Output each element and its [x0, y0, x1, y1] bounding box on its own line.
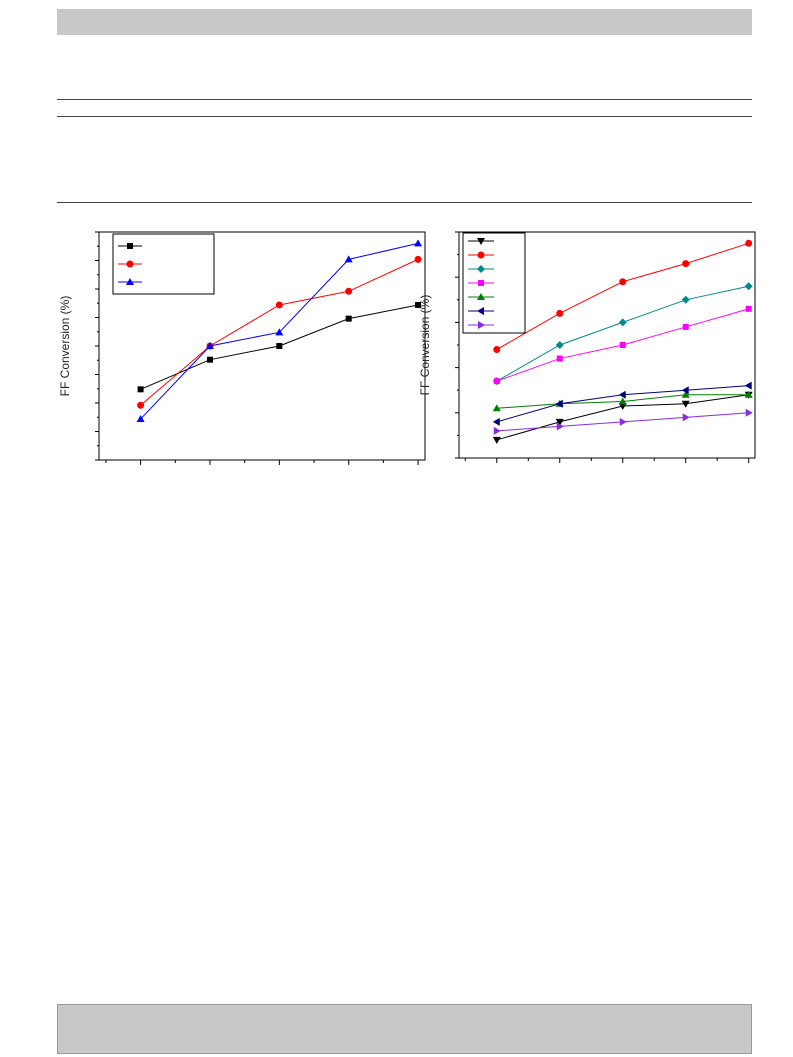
- series-3-line: [496, 285, 749, 382]
- legend-marker-2: [477, 251, 485, 259]
- series-1-point: [681, 400, 690, 408]
- series-1-point: [276, 343, 283, 349]
- series-5-point: [618, 397, 627, 405]
- footer-bar: [57, 1004, 752, 1054]
- divider-top: [57, 99, 752, 100]
- divider-lower: [57, 202, 752, 203]
- series-2-point: [275, 301, 283, 309]
- header-bar: [57, 9, 752, 35]
- legend-marker-3: [477, 265, 485, 273]
- series-2-point: [493, 346, 501, 354]
- series-1-point: [555, 418, 564, 426]
- legend-marker-2: [126, 260, 134, 268]
- series-4-point: [556, 355, 563, 362]
- series-3-point: [136, 414, 145, 422]
- legend-marker-6: [477, 307, 484, 315]
- series-1-point: [345, 315, 352, 322]
- chart-right: FF Conversion (%): [418, 231, 756, 463]
- legend-marker-1: [127, 243, 133, 249]
- series-6-point: [492, 417, 500, 426]
- series-6-point: [555, 399, 563, 408]
- series-7-point: [619, 417, 627, 426]
- series-2-point: [414, 255, 422, 263]
- series-5-point: [744, 390, 753, 398]
- series-4-point: [682, 323, 689, 330]
- series-1-point: [492, 436, 501, 444]
- legend-marker-7: [478, 321, 485, 329]
- series-1-point: [206, 356, 213, 363]
- y-axis-label: FF Conversion (%): [418, 295, 432, 396]
- series-2-point: [619, 278, 627, 286]
- series-2-point: [137, 401, 145, 409]
- series-6-point: [618, 390, 626, 399]
- legend-marker-1: [477, 238, 485, 245]
- series-3-point: [681, 295, 690, 304]
- series-1-point: [618, 403, 627, 411]
- series-3-point: [618, 318, 627, 327]
- series-3-point: [344, 255, 353, 263]
- series-2-point: [345, 287, 353, 295]
- series-2-point: [556, 309, 564, 317]
- series-3-point: [555, 341, 564, 349]
- series-1-point: [137, 386, 144, 393]
- series-7-point: [556, 422, 564, 431]
- chart-left: FF Conversion (%): [58, 231, 426, 465]
- legend-marker-5: [477, 293, 485, 300]
- series-1-point: [415, 301, 422, 308]
- series-7-point: [745, 408, 753, 417]
- series-3-point: [205, 342, 214, 349]
- series-6-point: [681, 386, 689, 395]
- series-4-point: [745, 305, 752, 312]
- series-4-point: [619, 342, 626, 348]
- series-5-point: [681, 390, 690, 398]
- series-3-point: [414, 239, 423, 247]
- series-2-point: [682, 260, 690, 268]
- legend-marker-3: [126, 278, 134, 285]
- series-3-point: [744, 282, 753, 291]
- series-2-point: [745, 239, 753, 247]
- y-axis-label: FF Conversion (%): [58, 296, 72, 397]
- series-7-point: [493, 426, 501, 435]
- series-3-point: [275, 328, 284, 336]
- series-2-line: [496, 242, 749, 350]
- legend-marker-4: [478, 280, 484, 286]
- divider-upper: [57, 116, 752, 117]
- series-5-point: [492, 404, 501, 412]
- series-6-point: [744, 381, 752, 390]
- series-7-point: [682, 413, 690, 422]
- series-4-point: [493, 378, 500, 385]
